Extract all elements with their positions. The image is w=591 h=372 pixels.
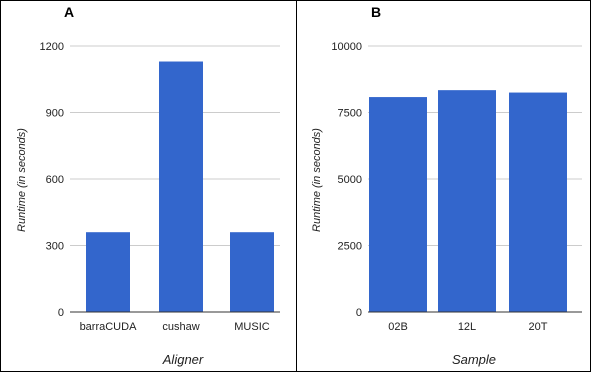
x-tick-label-a: cushaw [162,321,199,333]
y-tick-label-b: 2500 [338,241,362,253]
y-tick-label-a: 300 [46,241,64,253]
x-tick-label-a: barraCUDA [80,321,138,333]
y-tick-label-a: 600 [46,174,64,186]
y-axis-label-b: Runtime (in seconds) [311,128,323,232]
y-axis-label-a: Runtime (in seconds) [16,128,28,232]
x-tick-label-b: 02B [388,321,408,333]
bar-a-0 [86,232,130,312]
bar-a-2 [230,232,274,312]
bar-b-1 [438,90,496,312]
y-tick-label-a: 0 [58,307,64,319]
panel-divider [296,0,297,372]
x-tick-label-b: 12L [458,321,476,333]
y-tick-label-b: 7500 [338,108,362,120]
y-tick-label-b: 10000 [331,41,362,53]
bar-b-0 [369,97,427,313]
bar-b-2 [509,92,567,312]
y-tick-label-b: 5000 [338,174,362,186]
x-axis-label-a: Aligner [162,352,204,367]
y-tick-label-a: 1200 [40,41,64,53]
y-tick-label-a: 900 [46,108,64,120]
x-axis-label-b: Sample [452,352,496,367]
y-tick-label-b: 0 [356,307,362,319]
x-tick-label-b: 20T [529,321,548,333]
bar-a-1 [159,61,203,313]
panel-label-a: A [64,4,74,20]
chart-panel-b: B Sample Runtime (in seconds) 0 2500 5000 7… [311,4,582,367]
chart-panel-a: A Aligner Runtime (in seconds) 0 300 600 90… [16,4,280,367]
x-tick-label-a: MUSIC [234,321,270,333]
panel-label-b: B [371,4,381,20]
